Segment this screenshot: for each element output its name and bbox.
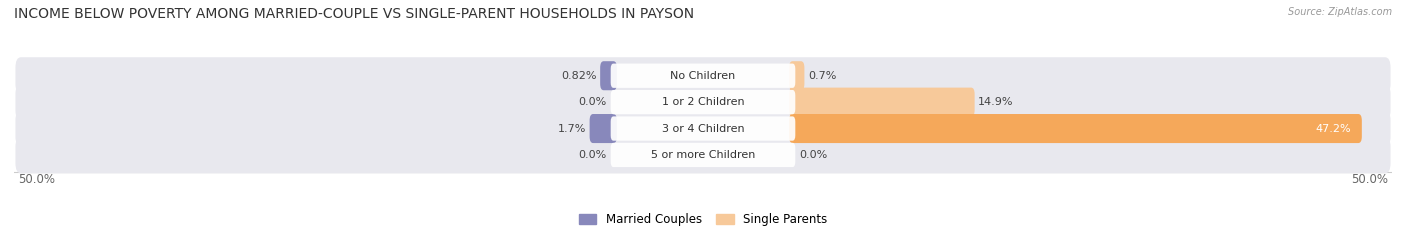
Text: Source: ZipAtlas.com: Source: ZipAtlas.com xyxy=(1288,7,1392,17)
Text: 1.7%: 1.7% xyxy=(558,123,586,134)
FancyBboxPatch shape xyxy=(15,84,1391,121)
Text: 50.0%: 50.0% xyxy=(18,173,55,186)
Text: INCOME BELOW POVERTY AMONG MARRIED-COUPLE VS SINGLE-PARENT HOUSEHOLDS IN PAYSON: INCOME BELOW POVERTY AMONG MARRIED-COUPL… xyxy=(14,7,695,21)
Text: 3 or 4 Children: 3 or 4 Children xyxy=(662,123,744,134)
FancyBboxPatch shape xyxy=(610,143,796,167)
Text: No Children: No Children xyxy=(671,71,735,81)
FancyBboxPatch shape xyxy=(610,64,796,88)
FancyBboxPatch shape xyxy=(610,90,796,114)
FancyBboxPatch shape xyxy=(610,116,796,141)
FancyBboxPatch shape xyxy=(15,110,1391,147)
Text: 47.2%: 47.2% xyxy=(1316,123,1351,134)
Legend: Married Couples, Single Parents: Married Couples, Single Parents xyxy=(574,208,832,231)
FancyBboxPatch shape xyxy=(789,114,1362,143)
FancyBboxPatch shape xyxy=(15,57,1391,94)
Text: 1 or 2 Children: 1 or 2 Children xyxy=(662,97,744,107)
FancyBboxPatch shape xyxy=(789,61,804,90)
Text: 0.0%: 0.0% xyxy=(578,150,606,160)
Text: 0.0%: 0.0% xyxy=(800,150,828,160)
Text: 14.9%: 14.9% xyxy=(979,97,1014,107)
Text: 5 or more Children: 5 or more Children xyxy=(651,150,755,160)
Text: 0.0%: 0.0% xyxy=(578,97,606,107)
FancyBboxPatch shape xyxy=(789,88,974,117)
FancyBboxPatch shape xyxy=(15,137,1391,173)
FancyBboxPatch shape xyxy=(600,61,617,90)
Text: 50.0%: 50.0% xyxy=(1351,173,1388,186)
Text: 0.82%: 0.82% xyxy=(561,71,596,81)
FancyBboxPatch shape xyxy=(589,114,617,143)
Text: 0.7%: 0.7% xyxy=(808,71,837,81)
